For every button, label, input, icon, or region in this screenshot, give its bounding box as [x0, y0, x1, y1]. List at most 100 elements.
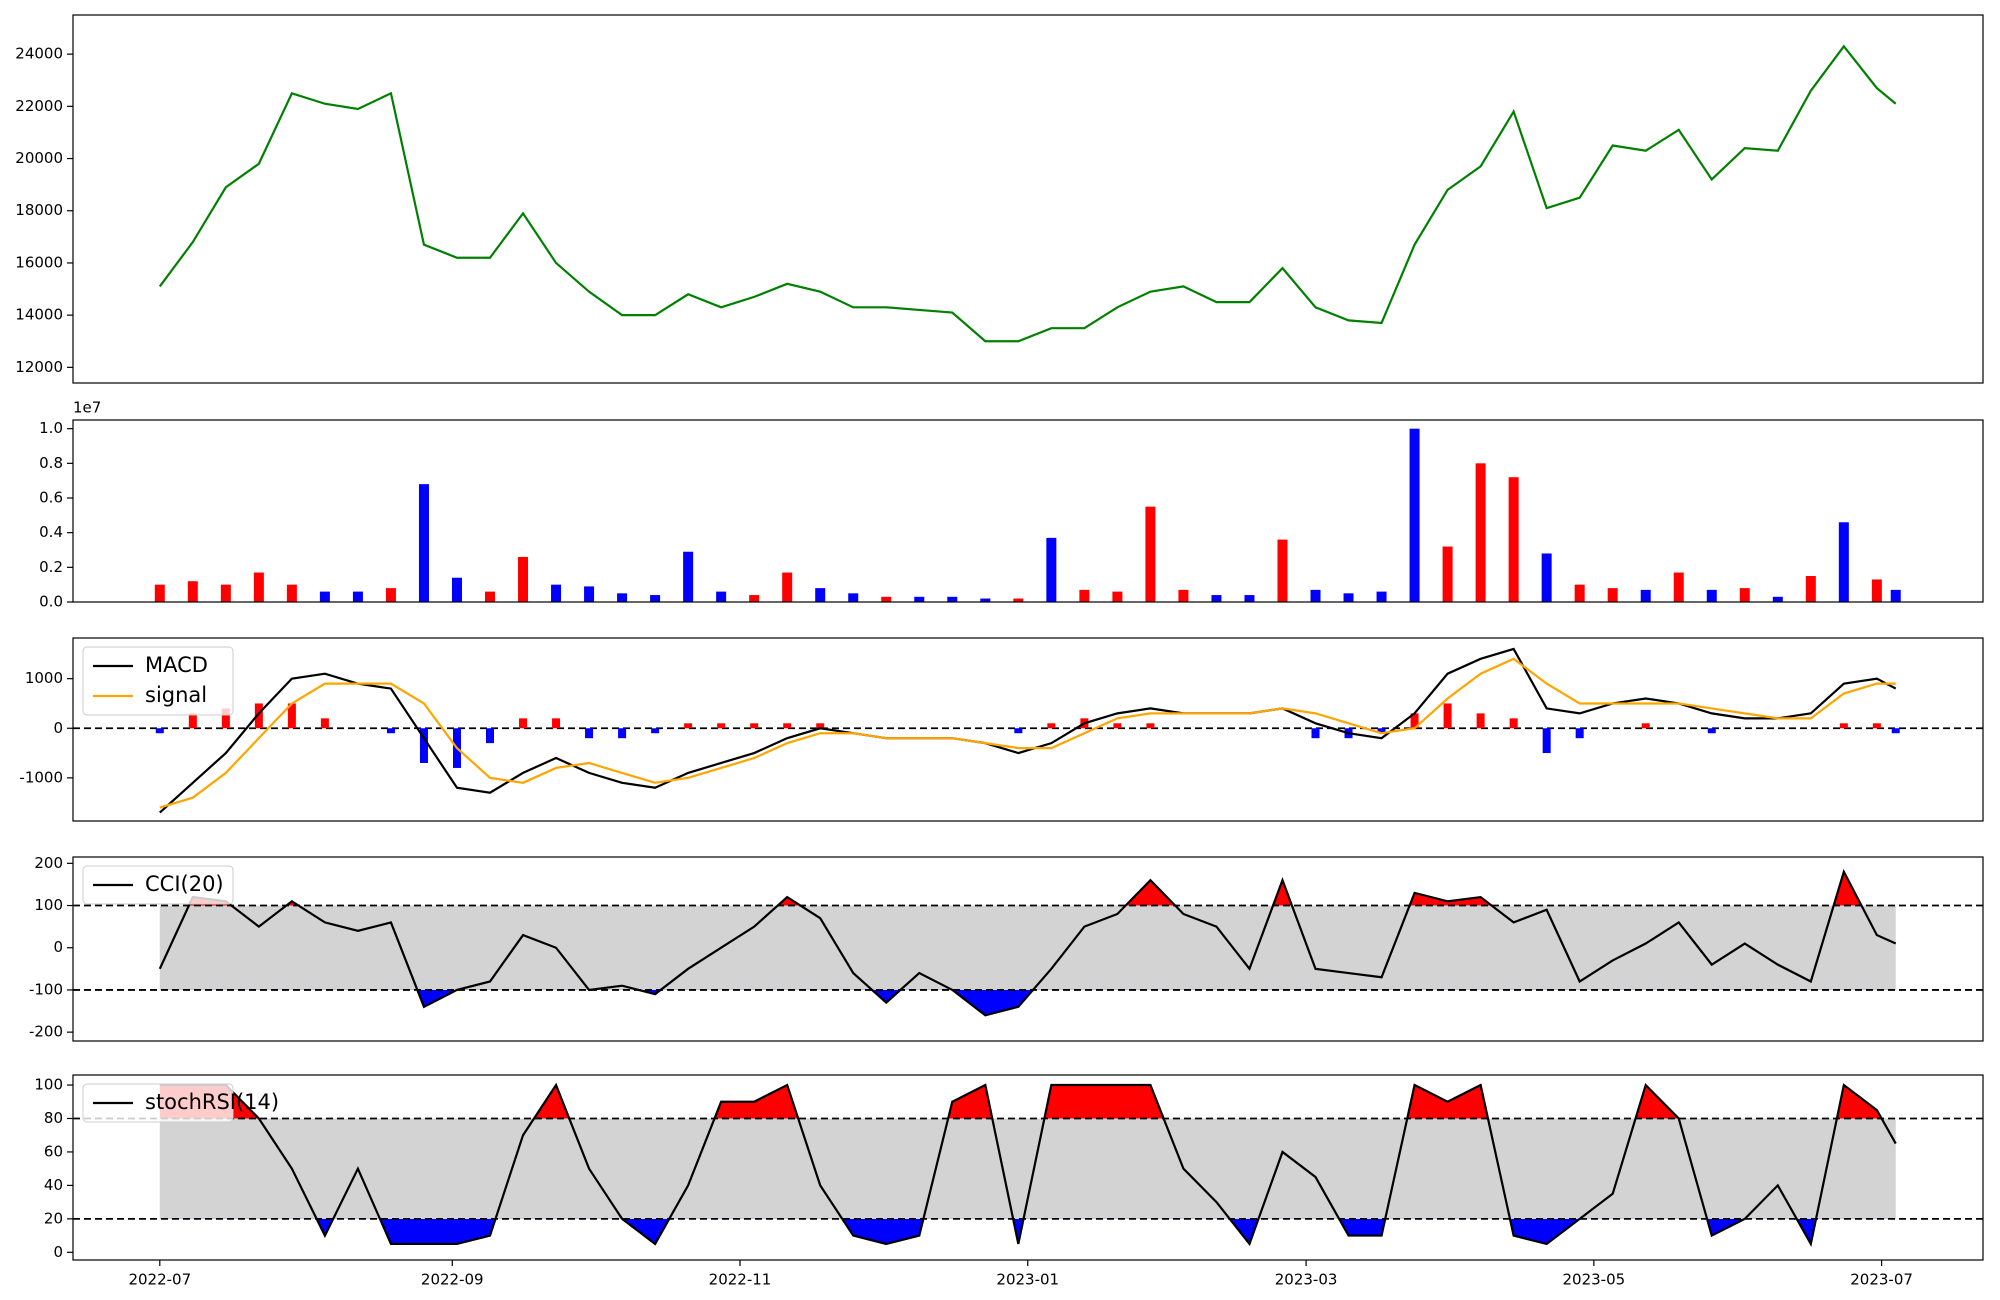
volume-bar [518, 556, 529, 602]
y-tick-label: -1000 [19, 768, 63, 786]
volume-bar [385, 588, 396, 602]
volume-bar [947, 596, 958, 602]
histogram-bar [816, 723, 825, 729]
y-tick-label: 0 [53, 938, 63, 956]
legend-label: CCI(20) [145, 872, 224, 896]
histogram-bar [386, 728, 395, 734]
y-tick-label: 60 [44, 1142, 63, 1160]
y-tick-label: 0 [53, 1243, 63, 1261]
y-tick-label: 22000 [15, 97, 63, 115]
series-line [159, 1082, 1897, 1248]
histogram-bar [1047, 723, 1056, 729]
histogram-bar [1410, 713, 1419, 729]
x-tick-label: 2023-05 [1562, 1271, 1625, 1289]
volume-bar [451, 577, 462, 602]
histogram-bar [1575, 728, 1584, 739]
volume-bar [1805, 576, 1816, 602]
histogram-bar [1872, 723, 1881, 729]
histogram-bar [1509, 718, 1518, 729]
volume-bar [253, 572, 264, 602]
histogram-bar [585, 728, 594, 739]
histogram-bar [552, 718, 561, 729]
histogram-bar [1146, 723, 1155, 729]
histogram-bar [1839, 723, 1848, 729]
volume-bar [286, 584, 297, 602]
volume-bar [1871, 579, 1882, 602]
volume-bar [1145, 506, 1156, 602]
histogram-bar [1641, 723, 1650, 729]
y-tick-label: 20 [44, 1209, 63, 1227]
volume-bar [782, 572, 793, 602]
above-fill [159, 1085, 1896, 1119]
histogram-bar [320, 718, 329, 729]
volume-bar [716, 591, 727, 602]
volume-bar [1772, 596, 1783, 602]
histogram-bar [1311, 728, 1320, 739]
histogram-bar [684, 723, 693, 729]
x-tick-label: 2022-11 [709, 1271, 772, 1289]
volume-bar [1739, 588, 1750, 602]
histogram-bar [419, 728, 428, 763]
volume-bar [551, 584, 562, 602]
volume-bar [1178, 589, 1189, 602]
legend-box [82, 1083, 234, 1123]
x-tick-label: 2023-03 [1275, 1271, 1338, 1289]
histogram-bar [486, 728, 495, 744]
x-tick-label: 2022-09 [421, 1271, 484, 1289]
volume-bar [914, 596, 925, 602]
axes-frame [72, 14, 1984, 384]
y-tick-label: -200 [29, 1023, 63, 1041]
series-line [159, 647, 1897, 814]
y-tick-label: 0.2 [39, 558, 63, 576]
volume-bar [1277, 539, 1288, 602]
volume-bar [1079, 589, 1090, 602]
volume-bar [1574, 584, 1585, 602]
histogram-bar [254, 703, 263, 729]
volume-bar [584, 586, 595, 602]
histogram-bar [750, 723, 759, 729]
series-line [158, 868, 1897, 1017]
histogram-bar [1014, 728, 1023, 734]
x-tick-label: 2023-01 [996, 1271, 1059, 1289]
y-tick-label: 1.0 [39, 419, 63, 437]
y-tick-label: 24000 [15, 45, 63, 63]
y-tick-label: 0.0 [39, 593, 63, 611]
histogram-bar [1542, 728, 1551, 754]
volume-bar [1673, 572, 1684, 602]
volume-bar [187, 581, 198, 602]
volume-bar [1112, 591, 1123, 602]
volume-bar [319, 591, 330, 602]
volume-bar [881, 596, 892, 602]
legend-label: stochRSI(14) [145, 1090, 279, 1114]
y-tick-label: 0.4 [39, 523, 63, 541]
legend-label: signal [145, 683, 207, 707]
y-tick-label: 12000 [15, 358, 63, 376]
histogram-bar [717, 723, 726, 729]
histogram-bar [618, 728, 627, 739]
volume-bar [485, 591, 496, 602]
volume-bar [1343, 593, 1354, 602]
volume-bar [1244, 595, 1255, 602]
histogram-bar [155, 728, 164, 734]
volume-bar [617, 593, 628, 602]
y-tick-label: 0.8 [39, 454, 63, 472]
y-tick-label: -100 [29, 980, 63, 998]
axis-offset-label: 1e7 [73, 399, 101, 417]
y-tick-label: 16000 [15, 253, 63, 271]
volume-bar [352, 591, 363, 602]
volume-bar [980, 598, 991, 602]
histogram-bar [1891, 728, 1900, 734]
axes-frame [72, 419, 1984, 603]
volume-bar [1508, 477, 1519, 602]
volume-bar [1706, 589, 1717, 602]
volume-bar [848, 593, 859, 602]
volume-bar [1409, 428, 1420, 602]
histogram-bar [1443, 703, 1452, 729]
y-tick-label: 1000 [25, 669, 63, 687]
y-tick-label: 200 [34, 854, 63, 872]
volume-bar [1640, 589, 1651, 602]
histogram-bar [651, 728, 660, 734]
histogram-bar [519, 718, 528, 729]
y-tick-label: 100 [34, 896, 63, 914]
